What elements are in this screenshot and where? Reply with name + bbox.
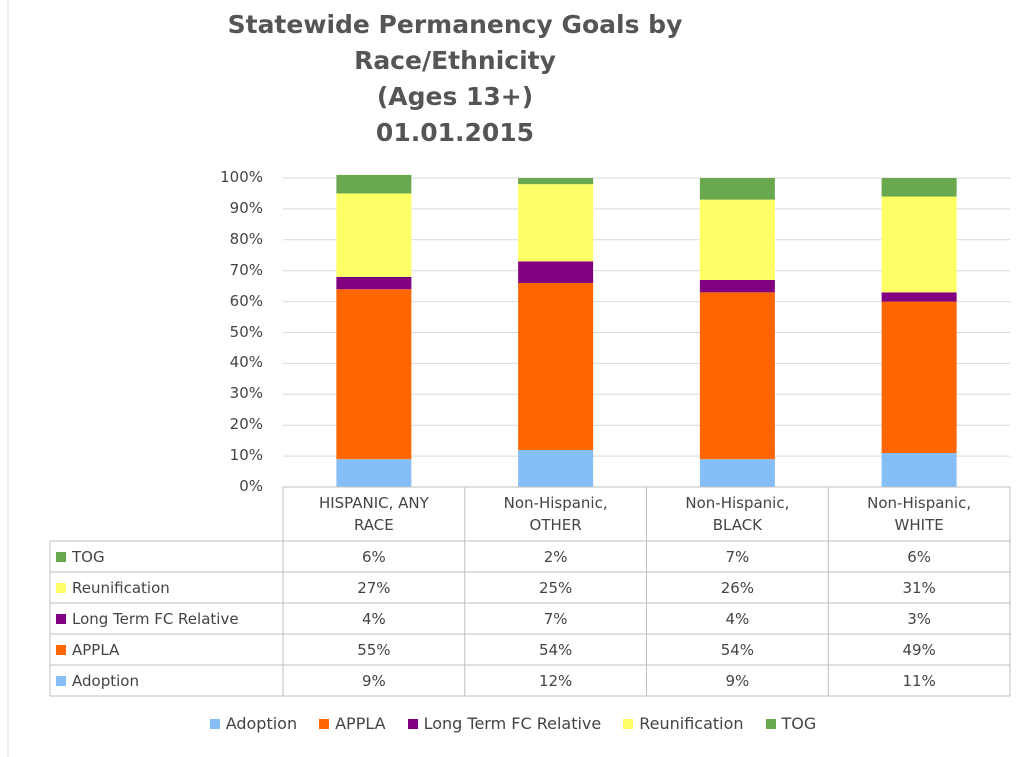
- y-tick-label: 40%: [229, 353, 263, 372]
- legend-swatch: [56, 644, 66, 655]
- bar-segment: [518, 184, 594, 262]
- table-cell: 27%: [357, 578, 391, 597]
- table-cell: 12%: [538, 671, 573, 690]
- legend-label: APPLA: [335, 714, 386, 733]
- table-row-label: Long Term FC Relative: [56, 603, 239, 634]
- legend-label: Long Term FC Relative: [72, 609, 239, 628]
- bar-segment: [881, 292, 957, 302]
- table-cell: 6%: [907, 547, 932, 566]
- legend-label: Reunification: [639, 714, 744, 733]
- table-cell: 54%: [538, 640, 573, 659]
- table-cell: 4%: [725, 609, 750, 628]
- table-row-label: Adoption: [56, 665, 139, 696]
- y-tick-label: 10%: [229, 446, 263, 465]
- table-cell: 2%: [543, 547, 568, 566]
- bar-segment: [881, 178, 957, 197]
- y-tick-label: 70%: [229, 260, 263, 279]
- bar-segment: [881, 453, 957, 487]
- legend-swatch: [56, 675, 66, 686]
- bar-segment: [518, 449, 594, 487]
- legend: Adoption APPLA Long Term FC Relative Reunif…: [0, 714, 1026, 733]
- chart-title: Race/Ethnicity: [354, 46, 556, 75]
- table-row-label: Reunification: [56, 572, 170, 603]
- bar-segment: [699, 279, 775, 293]
- bar-segment: [336, 193, 412, 277]
- y-tick-label: 20%: [229, 415, 263, 434]
- legend-swatch: [209, 718, 220, 729]
- table-cell: 7%: [543, 609, 568, 628]
- legend-item: APPLA: [319, 714, 386, 733]
- y-tick-label: 0%: [239, 477, 263, 495]
- legend-item: Reunification: [623, 714, 744, 733]
- legend-label: Reunification: [72, 578, 170, 597]
- table-cell: 4%: [361, 609, 386, 628]
- table-cell: 31%: [902, 578, 936, 597]
- legend-label: APPLA: [72, 640, 120, 659]
- bar-segment: [699, 178, 775, 200]
- legend-label: Long Term FC Relative: [423, 714, 602, 733]
- legend-swatch: [623, 718, 634, 729]
- x-tick-label: Non-Hispanic, OTHER: [503, 494, 608, 534]
- x-tick-label: HISPANIC, ANY RACE: [318, 494, 429, 534]
- legend-label: Adoption: [72, 671, 139, 690]
- bar-segment: [518, 261, 594, 284]
- y-tick-label: 90%: [229, 198, 263, 217]
- legend-swatch: [56, 582, 66, 593]
- legend-swatch: [765, 718, 776, 729]
- y-tick-label: 60%: [229, 291, 263, 310]
- table-cell: 3%: [907, 609, 932, 628]
- bar-segment: [699, 459, 775, 487]
- legend-item: Adoption: [209, 714, 298, 733]
- legend-label: TOG: [781, 714, 817, 733]
- legend-swatch: [56, 613, 66, 624]
- chart-title: Statewide Permanency Goals by: [227, 10, 683, 39]
- table-row-label: TOG: [56, 541, 105, 572]
- legend-item: TOG: [765, 714, 817, 733]
- y-tick-label: 100%: [220, 168, 263, 186]
- y-tick-label: 50%: [229, 322, 263, 341]
- x-tick-label: Non-Hispanic, BLACK: [685, 494, 790, 534]
- table-cell: 49%: [902, 640, 936, 659]
- legend-swatch: [56, 551, 66, 562]
- bar-segment: [699, 292, 775, 460]
- table-cell: 54%: [720, 640, 755, 659]
- chart-title: 01.01.2015: [375, 118, 535, 147]
- table-cell: 25%: [538, 578, 573, 597]
- table-cell: 9%: [361, 671, 386, 690]
- table-row-label: APPLA: [56, 634, 119, 665]
- table-cell: 11%: [902, 671, 936, 690]
- table-cell: 9%: [725, 671, 750, 690]
- bar-segment: [699, 199, 775, 280]
- bar-segment: [336, 276, 412, 290]
- bar-segment: [336, 289, 412, 460]
- table-cell: 55%: [357, 640, 391, 659]
- legend-label: TOG: [72, 547, 105, 566]
- bar-segment: [881, 301, 957, 454]
- legend-swatch: [407, 718, 418, 729]
- bar-segment: [336, 459, 412, 487]
- bar-segment: [518, 178, 594, 185]
- table-cell: 7%: [725, 547, 750, 566]
- bar-segment: [518, 283, 594, 450]
- legend-swatch: [319, 718, 330, 729]
- bar-segment: [881, 196, 957, 293]
- legend-item: Long Term FC Relative: [407, 714, 602, 733]
- y-tick-label: 30%: [229, 384, 263, 403]
- table-cell: 26%: [720, 578, 755, 597]
- bar-segment: [336, 174, 412, 194]
- x-tick-label: Non-Hispanic, WHITE: [867, 494, 972, 534]
- y-tick-label: 80%: [229, 229, 263, 248]
- chart-title: (Ages 13+): [376, 82, 534, 111]
- legend-label: Adoption: [225, 714, 298, 733]
- table-cell: 6%: [361, 547, 386, 566]
